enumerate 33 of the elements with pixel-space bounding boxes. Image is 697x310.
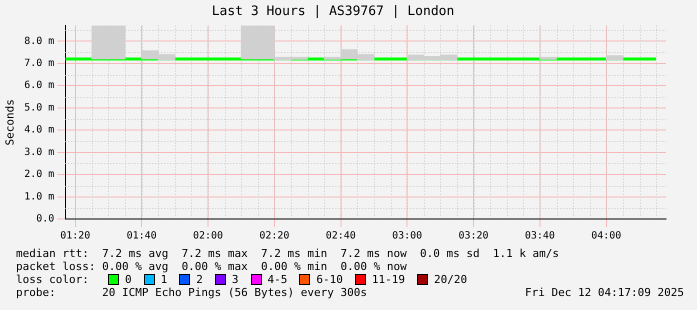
- text: Fri Dec 12 04:17:09 2025: [525, 286, 684, 299]
- y-tick-label: 3.0 m: [24, 146, 54, 158]
- text: 2: [196, 273, 203, 286]
- text: 11-19: [372, 273, 405, 286]
- y-tick-label: 8.0 m: [24, 36, 54, 47]
- text: 20/20: [434, 273, 468, 286]
- x-tick-label: 03:40: [524, 230, 555, 242]
- y-tick-label: 4.0 m: [24, 124, 54, 136]
- y-tick-label: 5.0 m: [24, 102, 54, 114]
- text: 6-10: [316, 273, 343, 286]
- x-tick-label: 02:00: [192, 230, 224, 242]
- x-tick-label: 04:00: [591, 230, 622, 242]
- text: 3: [232, 273, 238, 286]
- text: median rtt: 7.2 ms avg 7.2 ms max 7.2 ms min 7.2 ms now 0.0 ms sd 1.1 k am/s: [16, 247, 560, 260]
- y-tick-label: 1.0 m: [24, 191, 54, 202]
- y-tick-label: 7.0 m: [24, 58, 54, 69]
- text: loss color:: [16, 273, 90, 286]
- text: 0: [125, 273, 132, 286]
- x-tick-label: 01:20: [60, 230, 90, 242]
- y-axis-title: Seconds: [3, 99, 16, 146]
- x-tick-label: 03:20: [458, 230, 489, 242]
- x-tick-label: 02:20: [259, 230, 290, 242]
- chart-title: Last 3 Hours | AS39767 | London: [212, 4, 454, 20]
- x-tick-label: 01:40: [126, 230, 157, 242]
- x-tick-label: 03:00: [392, 230, 422, 242]
- text: 1: [160, 273, 168, 286]
- y-tick-label: 0.0: [36, 214, 54, 225]
- text: 4-5: [268, 273, 288, 286]
- y-tick-label: 6.0 m: [24, 80, 54, 92]
- text: probe: 20 ICMP Echo Pings (56 Bytes) every 300s: [16, 286, 367, 299]
- x-tick-label: 02:40: [326, 230, 356, 242]
- text: packet loss: 0.00 % avg 0.00 % max 0.00 % min 0.00 % now: [16, 260, 408, 273]
- y-tick-label: 2.0 m: [24, 169, 54, 180]
